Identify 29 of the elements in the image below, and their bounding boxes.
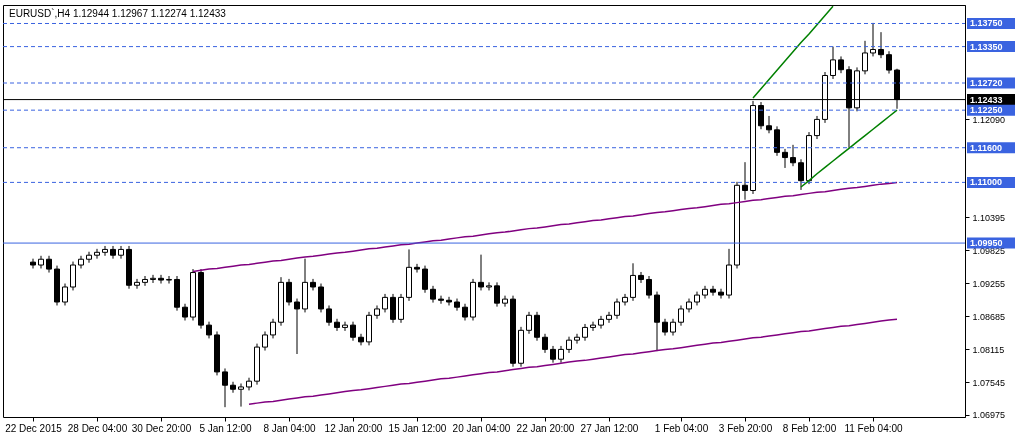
y-tick-label: 1.06975 xyxy=(972,410,1006,421)
x-tick-label: 20 Jan 04:00 xyxy=(452,422,511,434)
x-tick-label: 22 Dec 2015 xyxy=(5,422,63,434)
ref-line-label: 1.12433 xyxy=(970,94,1003,105)
y-tick-label: 1.09255 xyxy=(972,278,1006,289)
x-tick-label: 30 Dec 20:00 xyxy=(131,422,192,434)
x-tick-label: 22 Jan 20:00 xyxy=(516,422,575,434)
x-tick-label: 15 Jan 12:00 xyxy=(388,422,447,434)
y-tick-label: 1.12090 xyxy=(972,114,1006,125)
ref-line-label: 1.12720 xyxy=(970,78,1003,89)
x-tick-label: 11 Feb 04:00 xyxy=(844,422,904,434)
ref-line-label: 1.13350 xyxy=(970,41,1003,52)
x-tick-label: 3 Feb 20:00 xyxy=(718,422,773,434)
y-tick-label: 1.08685 xyxy=(972,311,1006,322)
y-tick-label: 1.10395 xyxy=(972,212,1006,223)
x-tick-label: 1 Feb 04:00 xyxy=(654,422,709,434)
x-tick-label: 5 Jan 12:00 xyxy=(199,422,253,434)
ref-line-label: 1.13750 xyxy=(970,18,1003,29)
ref-line-label: 1.12250 xyxy=(970,105,1003,116)
y-tick-label: 1.08115 xyxy=(972,344,1005,355)
chart-title: EURUSD`,H4 1.12944 1.12967 1.12274 1.12433 xyxy=(9,8,227,19)
y-tick-label: 1.07545 xyxy=(972,377,1006,388)
x-tick-label: 8 Jan 04:00 xyxy=(263,422,317,434)
ref-line-label: 1.11000 xyxy=(970,177,1003,188)
ref-line-label: 1.11600 xyxy=(970,142,1003,153)
x-tick-label: 28 Dec 04:00 xyxy=(67,422,128,434)
x-tick-label: 27 Jan 12:00 xyxy=(580,422,639,434)
x-tick-label: 12 Jan 20:00 xyxy=(324,422,383,434)
x-tick-label: 8 Feb 12:00 xyxy=(782,422,837,434)
